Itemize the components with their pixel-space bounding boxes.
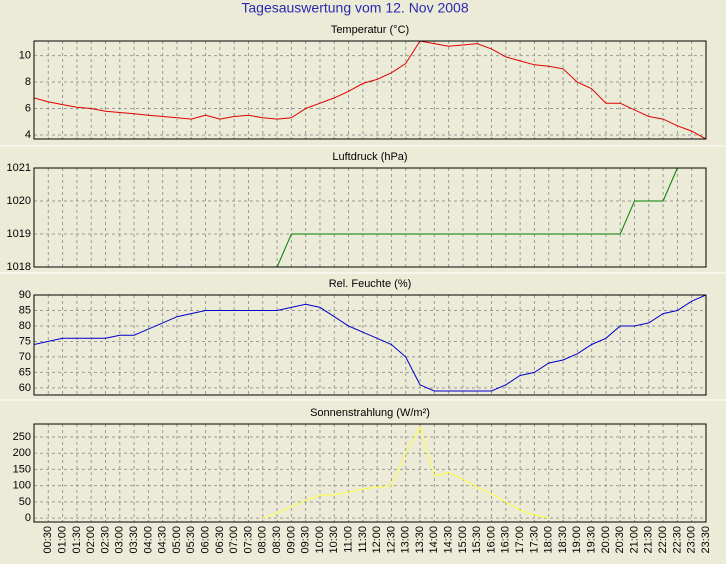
- x-tick-label: 23:30: [700, 526, 712, 554]
- y-tick-label: 80: [19, 320, 31, 332]
- x-tick-label: 18:30: [557, 526, 569, 554]
- x-tick-label: 15:30: [471, 526, 483, 554]
- x-tick-label: 15:00: [457, 526, 469, 554]
- x-tick-label: 09:00: [285, 526, 297, 554]
- y-tick-label: 250: [13, 431, 31, 443]
- x-tick-label: 13:30: [414, 526, 426, 554]
- x-tick-label: 14:00: [428, 526, 440, 554]
- y-tick-label: 1021: [7, 162, 31, 174]
- data-line: [262, 425, 549, 519]
- data-line: [276, 167, 678, 268]
- x-tick-label: 14:30: [443, 526, 455, 554]
- x-tick-label: 10:30: [328, 526, 340, 554]
- y-tick-label: 85: [19, 304, 31, 316]
- page-title: Tagesauswertung vom 12. Nov 2008: [241, 0, 468, 16]
- y-tick-label: 75: [19, 335, 31, 347]
- x-tick-label: 04:30: [157, 526, 169, 554]
- x-tick-label: 10:00: [314, 526, 326, 554]
- plot-area: [34, 41, 706, 139]
- y-tick-label: 10: [19, 49, 31, 61]
- plot-border: [33, 40, 707, 140]
- x-tick-label: 12:00: [371, 526, 383, 554]
- y-tick-label: 60: [19, 382, 31, 394]
- x-tick-label: 05:00: [171, 526, 183, 554]
- x-tick-label: 16:00: [485, 526, 497, 554]
- x-tick-label: 06:30: [214, 526, 226, 554]
- plot-border: [33, 423, 707, 523]
- x-tick-label: 19:30: [586, 526, 598, 554]
- y-tick-label: 100: [13, 480, 31, 492]
- chart-title: Luftdruck (hPa): [332, 151, 407, 163]
- x-tick-label: 11:00: [343, 526, 355, 553]
- x-tick-label: 06:00: [200, 526, 212, 554]
- plot-area: [34, 168, 706, 267]
- plot-border: [33, 167, 707, 268]
- plot-border: [33, 294, 707, 396]
- plot-area: [34, 424, 706, 522]
- plot-area: [34, 295, 706, 395]
- x-tick-label: 03:30: [128, 526, 140, 554]
- x-tick-label: 21:30: [643, 526, 655, 554]
- y-tick-label: 1019: [7, 228, 31, 240]
- y-tick-label: 65: [19, 366, 31, 378]
- x-tick-label: 22:30: [671, 526, 683, 554]
- y-tick-label: 0: [25, 512, 31, 524]
- chart-title: Sonnenstrahlung (W/m²): [310, 407, 430, 419]
- x-tick-label: 21:00: [628, 526, 640, 554]
- x-tick-label: 22:00: [657, 526, 669, 554]
- x-tick-label: 08:30: [271, 526, 283, 554]
- x-tick-label: 02:00: [85, 526, 97, 554]
- x-tick-label: 04:00: [142, 526, 154, 554]
- y-tick-label: 150: [13, 463, 31, 475]
- x-tick-label: 07:30: [242, 526, 254, 554]
- data-line: [34, 294, 706, 392]
- x-tick-label: 02:30: [99, 526, 111, 554]
- x-tick-label: 11:30: [357, 526, 369, 553]
- y-tick-label: 8: [25, 76, 31, 88]
- x-tick-label: 00:30: [42, 526, 54, 554]
- y-tick-label: 4: [25, 129, 31, 141]
- x-tick-label: 07:00: [228, 526, 240, 554]
- x-tick-label: 17:00: [514, 526, 526, 554]
- x-tick-label: 03:00: [114, 526, 126, 554]
- x-tick-label: 16:30: [500, 526, 512, 554]
- chart-title: Temperatur (°C): [331, 24, 409, 36]
- y-tick-label: 1020: [7, 195, 31, 207]
- y-tick-label: 50: [19, 496, 31, 508]
- x-tick-label: 20:30: [614, 526, 626, 554]
- x-tick-label: 20:00: [600, 526, 612, 554]
- y-tick-label: 200: [13, 447, 31, 459]
- x-tick-label: 23:00: [686, 526, 698, 554]
- x-tick-label: 12:30: [385, 526, 397, 554]
- x-tick-label: 13:00: [400, 526, 412, 554]
- y-tick-label: 90: [19, 289, 31, 301]
- x-tick-label: 01:00: [57, 526, 69, 554]
- data-line: [34, 40, 706, 140]
- y-tick-label: 1018: [7, 261, 31, 273]
- x-tick-label: 08:00: [257, 526, 269, 554]
- x-tick-label: 17:30: [528, 526, 540, 554]
- chart-title: Rel. Feuchte (%): [329, 278, 412, 290]
- x-tick-label: 09:30: [300, 526, 312, 554]
- x-tick-label: 05:30: [185, 526, 197, 554]
- x-tick-label: 18:00: [543, 526, 555, 554]
- x-tick-label: 19:00: [571, 526, 583, 554]
- x-tick-label: 01:30: [71, 526, 83, 554]
- y-tick-label: 70: [19, 351, 31, 363]
- y-tick-label: 6: [25, 102, 31, 114]
